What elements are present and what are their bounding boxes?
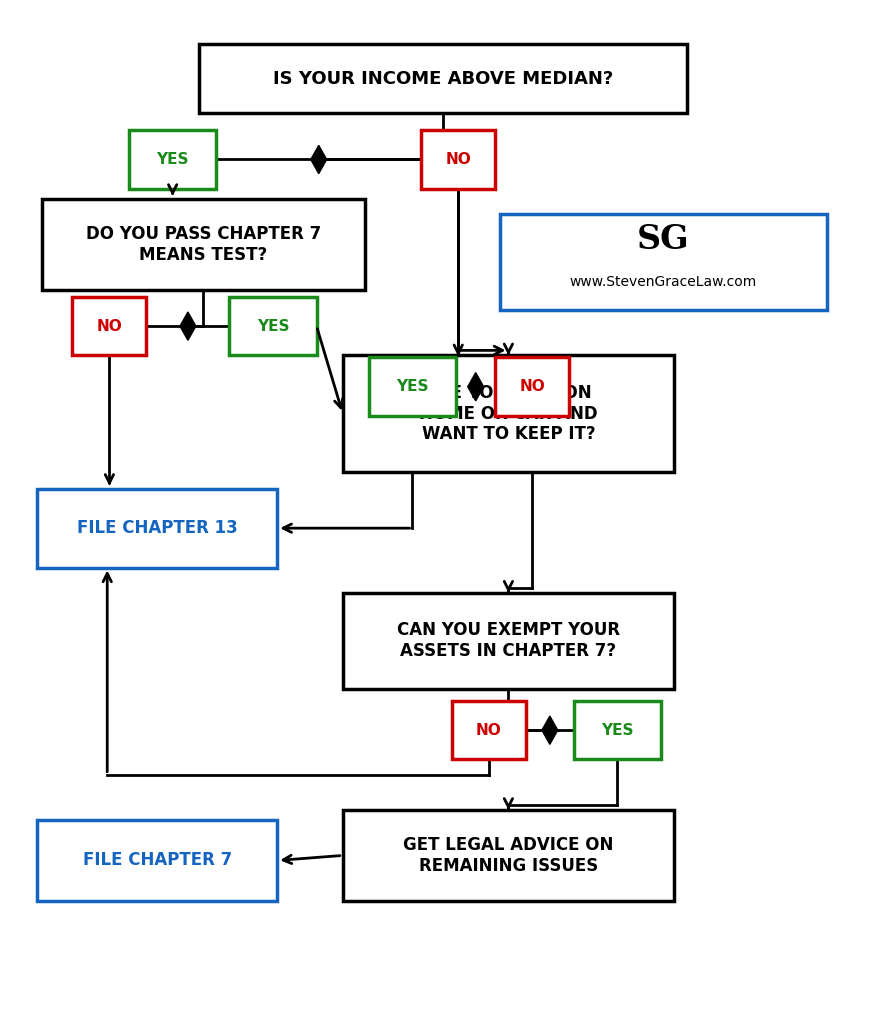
Text: ARE YOU LATE ON
HOME OR CAR AND
WANT TO KEEP IT?: ARE YOU LATE ON HOME OR CAR AND WANT TO … [419,384,598,443]
Text: NO: NO [519,379,545,394]
Polygon shape [542,716,558,744]
Text: FILE CHAPTER 7: FILE CHAPTER 7 [82,852,232,869]
Bar [495,357,570,416]
Text: NO: NO [97,318,122,334]
Text: DO YOU PASS CHAPTER 7
MEANS TEST?: DO YOU PASS CHAPTER 7 MEANS TEST? [86,225,321,264]
Bar [198,44,688,113]
Text: YES: YES [602,723,633,737]
Polygon shape [311,145,327,174]
Bar [452,700,526,760]
Bar [574,700,661,760]
Bar [343,593,674,689]
Bar [37,488,277,567]
Text: NO: NO [476,723,501,737]
Bar [129,130,216,188]
Bar [229,297,316,355]
Text: FILE CHAPTER 13: FILE CHAPTER 13 [77,519,237,538]
Polygon shape [468,373,484,400]
Text: IS YOUR INCOME ABOVE MEDIAN?: IS YOUR INCOME ABOVE MEDIAN? [273,70,613,88]
Text: YES: YES [257,318,289,334]
Text: www.StevenGraceLaw.com: www.StevenGraceLaw.com [570,275,757,289]
Text: CAN YOU EXEMPT YOUR
ASSETS IN CHAPTER 7?: CAN YOU EXEMPT YOUR ASSETS IN CHAPTER 7? [397,622,620,660]
Bar [343,810,674,901]
Bar [73,297,146,355]
Text: YES: YES [157,152,189,167]
Polygon shape [180,312,196,340]
Bar [369,357,456,416]
Text: GET LEGAL ADVICE ON
REMAINING ISSUES: GET LEGAL ADVICE ON REMAINING ISSUES [403,836,614,874]
Bar [500,214,827,310]
Text: SG: SG [637,223,689,256]
Bar [421,130,495,188]
Bar [37,820,277,901]
Bar [343,355,674,472]
Text: YES: YES [396,379,429,394]
Bar [42,199,364,290]
Text: NO: NO [446,152,471,167]
